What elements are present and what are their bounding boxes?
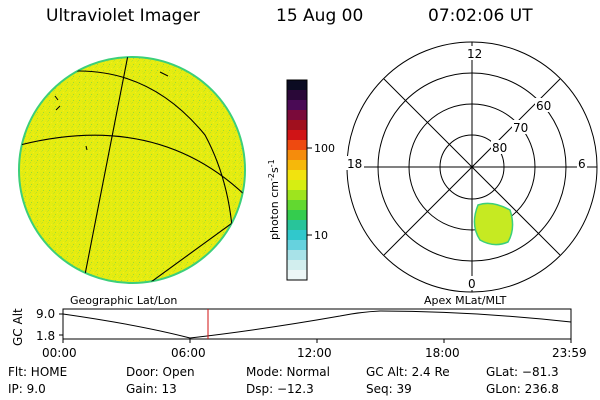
ip-info: IP: 9.0 — [8, 382, 46, 396]
colorbar-segment — [287, 250, 307, 261]
alt-xtick-0600: 06:00 — [171, 346, 206, 360]
colorbar-segment — [287, 130, 307, 141]
alt-xtick-1200: 12:00 — [297, 346, 332, 360]
colorbar-segment — [287, 160, 307, 171]
auroral-emission — [473, 202, 514, 246]
colorbar-segment — [287, 260, 307, 271]
colorbar-segment — [287, 210, 307, 221]
door-info: Door: Open — [126, 365, 195, 379]
alt-tick-1.8: 1.8 — [36, 329, 55, 343]
colorbar-segment — [287, 100, 307, 111]
colorbar-tick-100: 100 — [314, 142, 335, 155]
colorbar-segment — [287, 270, 307, 281]
colorbar-axis: 100 10 photon cm-2s-1 — [267, 142, 335, 242]
alt-xtick-2359: 23:59 — [552, 346, 587, 360]
lat-label-60: 60 — [536, 99, 551, 113]
date-label: 15 Aug 00 — [276, 6, 364, 26]
colorbar-segment — [287, 170, 307, 181]
glon-info: GLon: 236.8 — [486, 382, 559, 396]
earth-disk — [18, 56, 246, 284]
seq-info: Seq: 39 — [366, 382, 412, 396]
colorbar-frame — [286, 79, 308, 281]
gain-info: Gain: 13 — [126, 382, 177, 396]
altitude-plot: 9.0 1.8 GC Alt 00:00 06:00 12:00 18:00 2… — [11, 307, 587, 360]
polar-labels: 12 18 6 0 60 70 80 — [346, 46, 587, 291]
colorbar-segment — [287, 180, 307, 191]
time-label: 07:02:06 UT — [428, 6, 533, 26]
geographic-panel-label: Geographic Lat/Lon — [70, 294, 178, 307]
instrument-title: Ultraviolet Imager — [46, 6, 200, 26]
colorbar-segment — [287, 150, 307, 161]
colorbar-label: photon cm-2s-1 — [267, 159, 281, 240]
glat-info: GLat: −81.3 — [486, 365, 559, 379]
colorbar-tick-10: 10 — [314, 229, 328, 242]
colorbar-segment — [287, 110, 307, 121]
mlt-label-18: 18 — [347, 157, 362, 171]
flight-info: Flt: HOME — [8, 365, 68, 379]
polar-plot — [346, 41, 598, 293]
colorbar-segment — [287, 230, 307, 241]
lat-label-80: 80 — [492, 141, 507, 155]
lat-label-70: 70 — [513, 121, 528, 135]
gc-alt-info: GC Alt: 2.4 Re — [366, 365, 450, 379]
alt-xtick-1800: 18:00 — [425, 346, 460, 360]
colorbar-segment — [287, 200, 307, 211]
geographic-map — [18, 56, 246, 284]
altitude-curve — [62, 310, 572, 339]
colorbar-segment — [287, 120, 307, 131]
colorbar-segment — [287, 240, 307, 251]
alt-tick-9: 9.0 — [36, 307, 55, 321]
colorbar-segment — [287, 220, 307, 231]
mlt-label-12: 12 — [467, 47, 482, 61]
alt-ylabel: GC Alt — [11, 308, 25, 346]
intensity-colorbar — [286, 79, 308, 281]
alt-xtick-0000: 00:00 — [42, 346, 77, 360]
dsp-info: Dsp: −12.3 — [246, 382, 314, 396]
mode-info: Mode: Normal — [246, 365, 330, 379]
mlt-label-0: 0 — [468, 277, 476, 291]
mlt-label-6: 6 — [578, 157, 586, 171]
colorbar-segment — [287, 90, 307, 101]
coastline-marks — [54, 71, 169, 151]
colorbar-segment — [287, 140, 307, 151]
colorbar-segment — [287, 80, 307, 91]
apex-panel-label: Apex MLat/MLT — [424, 294, 507, 307]
colorbar-segment — [287, 190, 307, 201]
